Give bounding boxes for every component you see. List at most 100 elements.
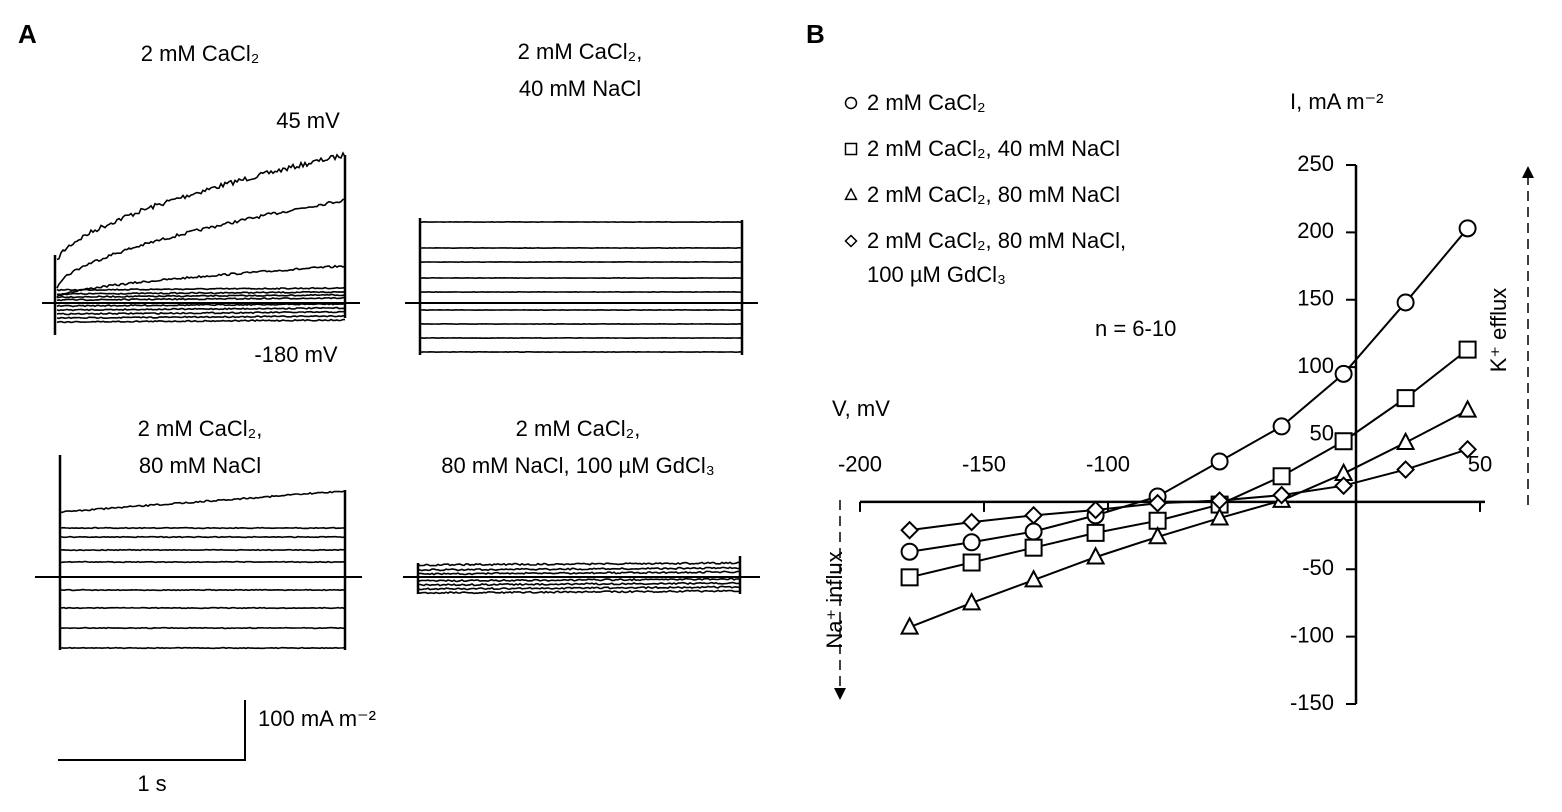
legend-marker — [844, 187, 858, 201]
point — [1210, 452, 1229, 471]
current-trace — [56, 318, 346, 324]
point — [961, 591, 982, 611]
point — [962, 512, 982, 532]
current-trace — [417, 570, 741, 576]
legend-entry: 2 mM CaCl₂ — [843, 86, 1223, 120]
point — [844, 142, 858, 156]
scale-label: 1 s — [137, 771, 166, 796]
point — [844, 96, 858, 110]
current-trace — [59, 606, 345, 610]
legend-marker — [844, 96, 858, 110]
point — [1396, 293, 1415, 312]
series-line — [909, 448, 1468, 532]
panel-title: 40 mM NaCl — [519, 76, 641, 101]
legend: 2 mM CaCl₂ 2 mM CaCl₂, 40 mM NaCl 2 mM CaC… — [843, 86, 1223, 304]
panel-title: 2 mM CaCl₂, — [516, 416, 641, 441]
point — [1024, 505, 1044, 525]
point — [962, 533, 981, 552]
legend-marker — [844, 142, 858, 156]
y-tick-label: -100 — [1290, 622, 1334, 647]
point — [1272, 417, 1291, 436]
panel-title: 2 mM CaCl₂ — [141, 41, 260, 66]
current-trace — [56, 293, 346, 299]
point — [1210, 491, 1230, 510]
current-trace — [417, 566, 741, 572]
point — [1457, 399, 1478, 418]
x-tick-label: 50 — [1468, 452, 1492, 477]
current-trace — [59, 588, 345, 592]
y-tick-label: 200 — [1297, 218, 1334, 243]
x-tick-label: -200 — [838, 452, 882, 477]
current-trace — [56, 296, 346, 302]
point — [900, 542, 919, 561]
current-trace — [59, 490, 345, 514]
series-line — [909, 409, 1469, 629]
point — [1396, 460, 1416, 479]
x-tick-label: -150 — [962, 452, 1006, 477]
scale-label: 100 mA m⁻² — [258, 706, 376, 731]
point — [1334, 364, 1353, 383]
point — [1458, 439, 1478, 459]
point — [1334, 432, 1353, 451]
annotation: K⁺ efflux — [1486, 288, 1511, 373]
panel-label: A — [18, 19, 37, 49]
current-trace — [60, 548, 345, 552]
point — [1147, 525, 1168, 545]
legend-label: 2 mM CaCl₂ — [867, 90, 986, 115]
legend-label: 2 mM CaCl₂, 40 mM NaCl — [867, 136, 1121, 161]
current-trace — [59, 626, 345, 630]
point — [962, 553, 981, 572]
current-trace — [417, 585, 741, 591]
legend-entry: 2 mM CaCl₂, 80 mM NaCl — [843, 178, 1223, 212]
point — [900, 520, 920, 540]
legend-label: 2 mM CaCl₂, 80 mM NaCl — [867, 182, 1121, 207]
current-trace — [417, 561, 741, 567]
y-tick-label: -50 — [1302, 555, 1334, 580]
current-trace — [59, 526, 345, 530]
panel-title: 2 mM CaCl₂, — [138, 416, 263, 441]
current-trace — [59, 646, 345, 650]
current-trace — [56, 306, 346, 312]
arrowhead — [1522, 166, 1534, 178]
panel-title: 80 mM NaCl, 100 µM GdCl₃ — [441, 453, 715, 478]
point — [1209, 507, 1230, 526]
trace-annotation: -180 mV — [254, 342, 337, 367]
panel-title: 80 mM NaCl — [139, 453, 261, 478]
point — [1148, 493, 1168, 513]
y-tick-label: 250 — [1297, 151, 1334, 176]
current-trace — [59, 535, 345, 539]
panel-label: B — [806, 19, 825, 49]
point — [1023, 569, 1044, 588]
point — [844, 234, 858, 248]
y-tick-label: 150 — [1297, 286, 1334, 311]
point — [1024, 522, 1043, 541]
current-trace — [417, 581, 741, 587]
y-axis-label: I, mA m⁻² — [1290, 89, 1384, 114]
current-trace — [56, 302, 346, 308]
y-tick-label: 50 — [1310, 420, 1334, 445]
point — [1396, 389, 1415, 408]
point — [900, 568, 919, 587]
current-trace — [56, 264, 346, 299]
point — [1086, 500, 1106, 520]
series-line — [909, 348, 1469, 579]
current-trace — [59, 560, 345, 564]
x-tick-label: -100 — [1086, 452, 1130, 477]
point — [844, 187, 858, 201]
point — [1395, 431, 1416, 450]
panel-title: 2 mM CaCl₂, — [518, 39, 643, 64]
point — [1458, 340, 1477, 359]
point — [1024, 538, 1043, 557]
point — [1086, 523, 1105, 542]
point — [1272, 467, 1291, 486]
annotation: Na⁺ influx — [822, 551, 847, 648]
legend-label: 2 mM CaCl₂, 80 mM NaCl, 100 µM GdCl₃ — [867, 228, 1127, 287]
current-trace — [56, 314, 346, 320]
legend-entry: 2 mM CaCl₂, 40 mM NaCl — [843, 132, 1223, 166]
current-trace — [56, 151, 346, 261]
point — [1458, 219, 1477, 238]
series-line — [909, 227, 1469, 553]
current-trace — [56, 286, 346, 292]
